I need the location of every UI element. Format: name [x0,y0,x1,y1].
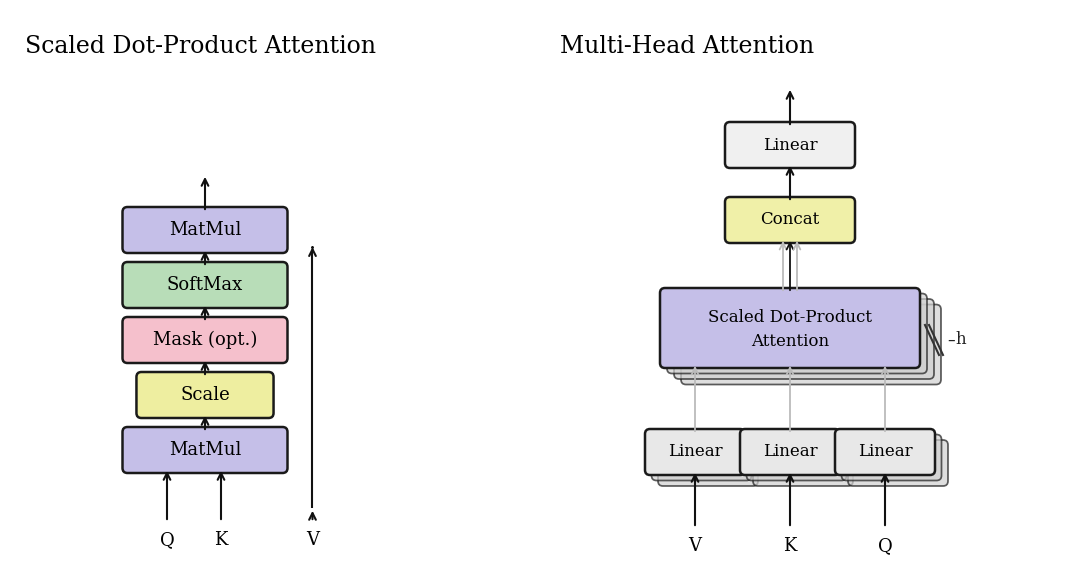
FancyBboxPatch shape [740,429,840,475]
Text: Scaled Dot-Product: Scaled Dot-Product [708,309,872,325]
FancyBboxPatch shape [122,262,287,308]
FancyBboxPatch shape [136,372,273,418]
Text: Attention: Attention [751,332,829,350]
FancyBboxPatch shape [753,440,853,486]
FancyBboxPatch shape [848,440,948,486]
Text: Mask (opt.): Mask (opt.) [152,331,257,349]
FancyBboxPatch shape [681,304,941,385]
Text: MatMul: MatMul [168,221,241,239]
FancyBboxPatch shape [645,429,745,475]
FancyBboxPatch shape [725,122,855,168]
Text: K: K [214,531,228,549]
FancyBboxPatch shape [122,207,287,253]
FancyBboxPatch shape [835,429,935,475]
Text: Linear: Linear [858,444,913,461]
FancyBboxPatch shape [660,288,920,368]
Text: Q: Q [160,531,174,549]
Text: Linear: Linear [762,444,818,461]
Text: MatMul: MatMul [168,441,241,459]
Text: Scaled Dot-Product Attention: Scaled Dot-Product Attention [25,35,376,58]
Text: V: V [306,531,319,549]
Text: Concat: Concat [760,212,820,229]
FancyBboxPatch shape [725,197,855,243]
Text: K: K [783,537,797,555]
FancyBboxPatch shape [122,317,287,363]
Text: Linear: Linear [667,444,723,461]
Text: V: V [689,537,702,555]
FancyBboxPatch shape [841,434,942,480]
FancyBboxPatch shape [746,434,847,480]
FancyBboxPatch shape [658,440,758,486]
Text: –: – [947,332,955,347]
Text: Q: Q [878,537,892,555]
FancyBboxPatch shape [674,299,934,379]
FancyBboxPatch shape [122,427,287,473]
Text: Scale: Scale [180,386,230,404]
FancyBboxPatch shape [667,293,927,374]
Text: Linear: Linear [762,136,818,154]
Text: SoftMax: SoftMax [167,276,243,294]
Text: Multi-Head Attention: Multi-Head Attention [561,35,814,58]
FancyBboxPatch shape [651,434,752,480]
Text: h: h [955,332,966,349]
